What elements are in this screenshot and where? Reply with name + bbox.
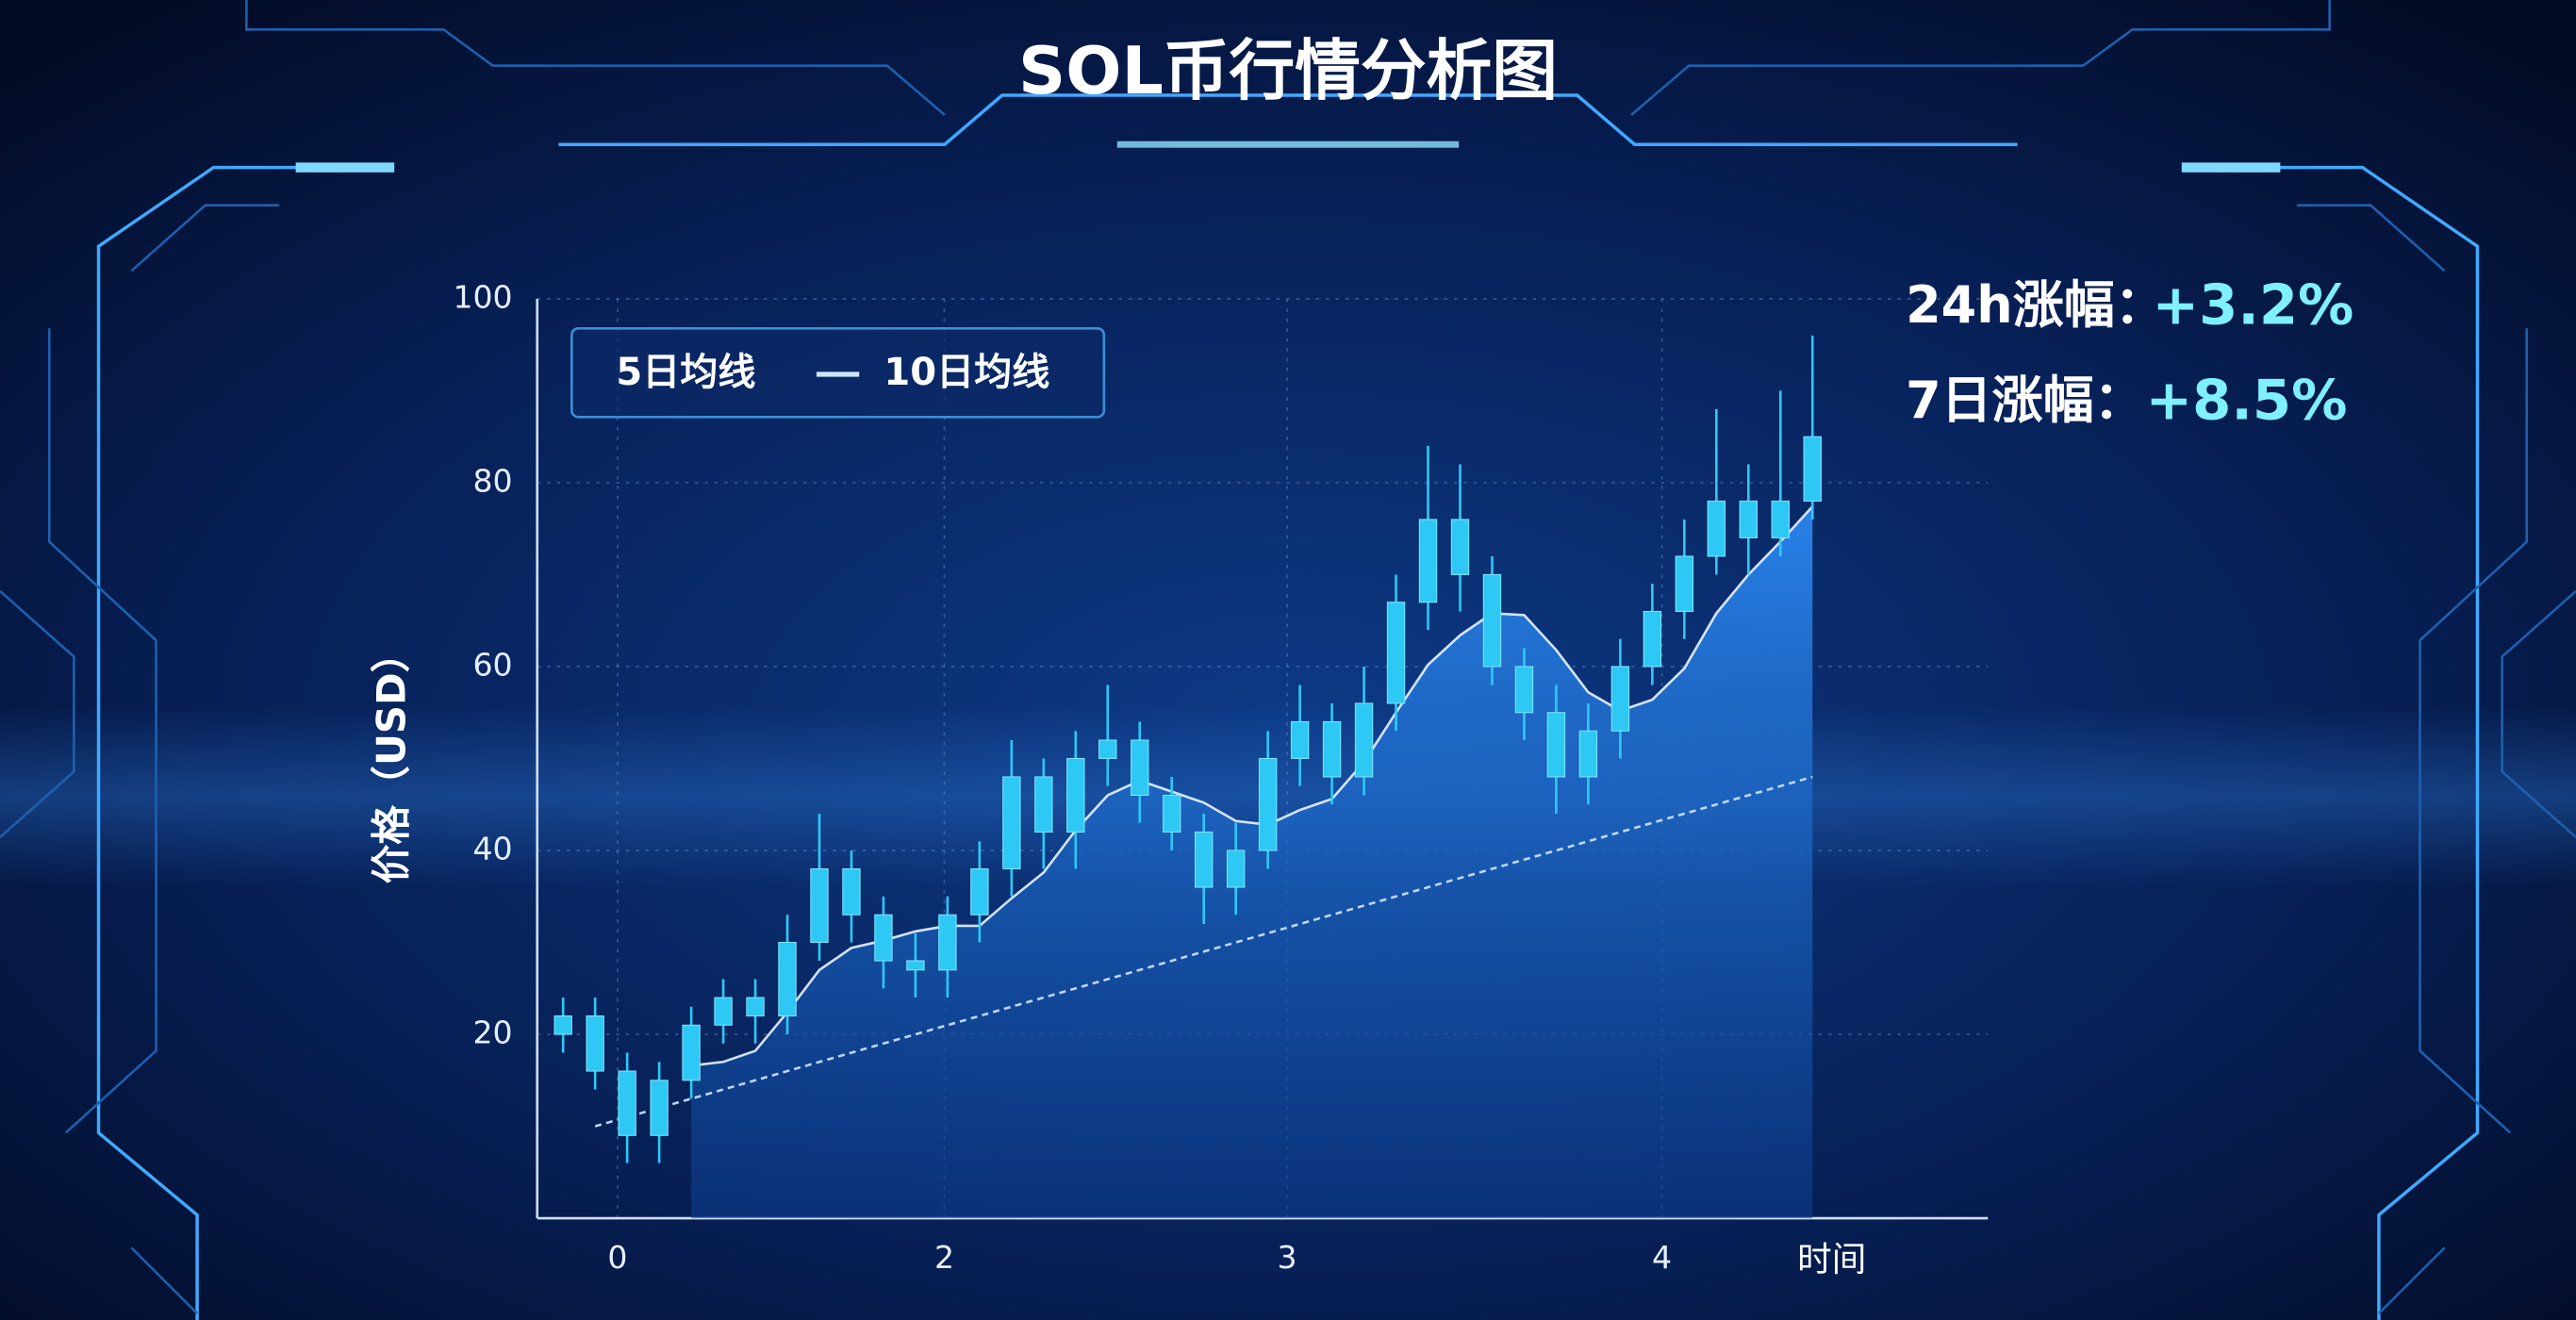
- legend-label: 10日均线: [883, 351, 1049, 394]
- candle-body: [1739, 500, 1758, 538]
- plot-area: 20 40 60 80 100 0 2 3 4: [453, 278, 1989, 1276]
- candle-body: [1643, 610, 1662, 668]
- candle-body: [1002, 776, 1021, 870]
- candle-body: [1098, 739, 1117, 759]
- candle-body: [1322, 720, 1342, 778]
- candle-body: [970, 867, 989, 916]
- y-tick-label: 20: [473, 1015, 513, 1051]
- x-tick-label: 0: [607, 1239, 627, 1276]
- candle-body: [906, 960, 925, 971]
- x-tick-label: 2: [934, 1239, 954, 1276]
- x-tick-label: 4: [1652, 1239, 1672, 1276]
- ma-line: [594, 775, 1813, 1128]
- candle-body: [1034, 776, 1053, 833]
- candle-body: [938, 914, 957, 971]
- candle-body: [1354, 702, 1374, 778]
- candle-body: [1163, 794, 1181, 833]
- candle-body: [1226, 850, 1246, 888]
- candle-body: [842, 867, 861, 916]
- candle-body: [1771, 500, 1790, 538]
- candle-body: [1803, 436, 1822, 502]
- x-axis-label: 时间: [1797, 1239, 1866, 1279]
- candle-body: [1386, 602, 1406, 704]
- candle-body: [714, 997, 733, 1026]
- candle-body: [586, 1015, 604, 1072]
- candle-body: [746, 997, 765, 1017]
- candle-body: [1066, 757, 1085, 833]
- candle-body: [1675, 555, 1694, 612]
- candle-body: [1258, 757, 1278, 851]
- candle-body: [1707, 500, 1726, 557]
- candle-body: [1418, 519, 1438, 603]
- y-tick-label: 40: [473, 830, 513, 866]
- y-tick-label: 80: [473, 462, 513, 499]
- stat-label: 24h涨幅：: [1906, 275, 2166, 335]
- candle-body: [778, 941, 797, 1017]
- y-tick-label: 100: [453, 278, 512, 315]
- candle-body: [874, 914, 893, 962]
- chart-title: SOL币行情分析图: [1018, 33, 1558, 109]
- x-tick-label: 3: [1278, 1239, 1297, 1276]
- legend-label: 5日均线: [616, 351, 755, 394]
- candle-body: [553, 1015, 572, 1035]
- candle-body: [810, 867, 829, 944]
- candle-body: [1546, 712, 1566, 778]
- candle-body: [1290, 720, 1310, 760]
- candle-body: [1131, 739, 1149, 797]
- stat-value: +8.5%: [2146, 367, 2348, 432]
- y-axis-label: 价格（USD）: [369, 634, 415, 884]
- candle-body: [1514, 666, 1534, 714]
- y-tick-label: 60: [473, 646, 513, 683]
- candle-body: [1610, 666, 1630, 732]
- candle-body: [682, 1024, 701, 1081]
- stat-label: 7日涨幅：: [1906, 371, 2145, 430]
- candle-body: [1195, 831, 1214, 888]
- candle-body: [1578, 730, 1598, 778]
- candle-body: [618, 1070, 636, 1136]
- candle-body: [650, 1080, 669, 1136]
- candle-body: [1450, 519, 1470, 575]
- stat-value: +3.2%: [2152, 272, 2353, 337]
- candle-body: [1482, 573, 1502, 668]
